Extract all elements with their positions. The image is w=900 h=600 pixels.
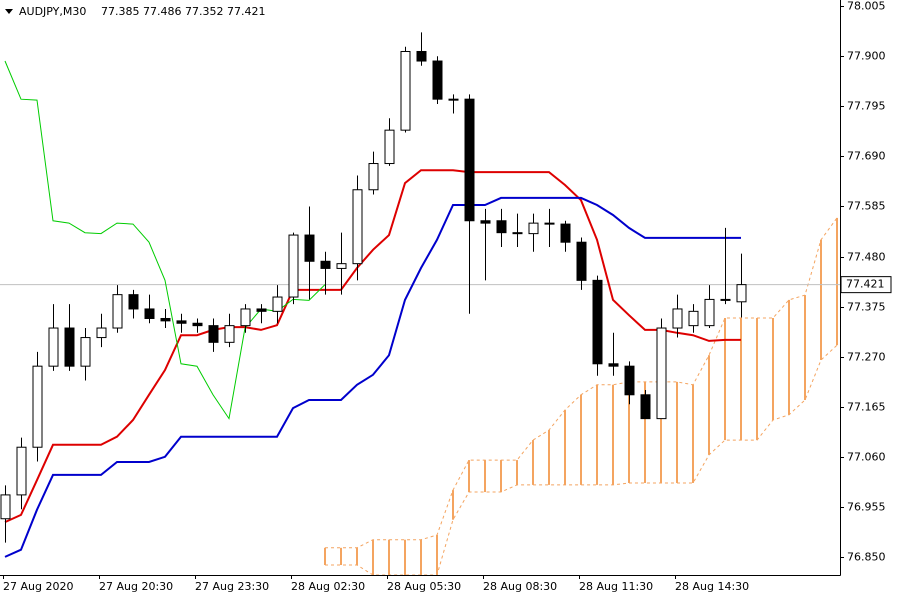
cloud-edge	[325, 344, 838, 575]
y-tick-label: 77.585	[847, 200, 886, 213]
candle-body	[48, 327, 59, 367]
candle-body	[240, 308, 251, 327]
x-tick-label: 28 Aug 02:30	[291, 580, 365, 593]
candle-body	[480, 220, 491, 224]
candle-body	[192, 322, 203, 327]
candle-body	[448, 98, 459, 101]
x-tick-label: 27 Aug 23:30	[195, 580, 269, 593]
candle-body	[96, 327, 107, 339]
y-tick-label: 78.005	[847, 0, 886, 13]
y-tick-label: 77.165	[847, 401, 886, 414]
candle-body	[384, 129, 395, 165]
ohlc-low: 77.352	[185, 5, 224, 18]
indicator-line	[4, 60, 326, 420]
candle-body	[496, 220, 507, 234]
candle-body	[672, 308, 683, 329]
candle-body	[256, 308, 267, 312]
candle-body	[624, 365, 635, 396]
x-tick-label: 27 Aug 2020	[3, 580, 73, 593]
symbol: AUDJPY,M30	[19, 5, 86, 18]
candle-body	[720, 298, 731, 301]
candle-body	[432, 60, 443, 100]
x-tick-label: 28 Aug 05:30	[387, 580, 461, 593]
candle-body	[560, 223, 571, 243]
candle-body	[464, 98, 475, 222]
candle-body	[32, 365, 43, 448]
y-tick-label: 77.690	[847, 150, 886, 163]
candle-body	[160, 317, 171, 322]
x-tick-label: 28 Aug 11:30	[579, 580, 653, 593]
y-tick-label: 77.480	[847, 251, 886, 264]
x-tick-label: 28 Aug 08:30	[483, 580, 557, 593]
candle-body	[688, 310, 699, 327]
y-tick-label: 77.795	[847, 100, 886, 113]
candle-body	[80, 337, 91, 367]
candle-body	[400, 50, 411, 131]
candle-body	[592, 279, 603, 365]
candle-body	[656, 327, 667, 420]
y-tick-label: 77.900	[847, 50, 886, 63]
y-tick-label: 76.850	[847, 551, 886, 564]
candle-body	[16, 446, 27, 496]
x-tick-label: 27 Aug 20:30	[99, 580, 173, 593]
price-label: 77.421	[846, 278, 885, 291]
candle-body	[368, 163, 379, 191]
candle-body	[224, 325, 235, 343]
candle-body	[528, 222, 539, 235]
y-tick-label: 77.060	[847, 451, 886, 464]
price-label-box	[840, 276, 892, 294]
menu-arrow	[5, 9, 13, 14]
candle-body	[576, 241, 587, 281]
candle-body	[416, 50, 427, 62]
plot-area	[0, 32, 840, 575]
y-tick-label: 76.955	[847, 501, 886, 514]
candle-body	[64, 327, 75, 367]
candle-body	[288, 234, 299, 298]
candle-body	[0, 494, 11, 520]
candle-body	[544, 222, 555, 225]
candle-body	[640, 394, 651, 420]
y-tick-label: 77.375	[847, 301, 886, 314]
candle-body	[512, 232, 523, 235]
candle-body	[736, 284, 747, 303]
y-tick-label: 77.270	[847, 351, 886, 364]
indicator-line	[4, 169, 741, 524]
candle-body	[304, 234, 315, 262]
candle-body	[176, 320, 187, 324]
candle-body	[128, 294, 139, 310]
candle-body	[208, 325, 219, 343]
header: AUDJPY,M30 77.385 77.486 77.352 77.421	[5, 5, 266, 18]
ohlc-high: 77.486	[143, 5, 182, 18]
candle-body	[112, 294, 123, 329]
x-tick-label: 28 Aug 14:30	[675, 580, 749, 593]
cloud-edge	[325, 217, 838, 549]
candle-body	[352, 189, 363, 265]
candle-body	[608, 363, 619, 367]
candle-body	[144, 308, 155, 319]
ohlc-close: 77.421	[227, 5, 266, 18]
candle-body	[704, 298, 715, 327]
candle-body	[336, 263, 347, 269]
indicator-line	[4, 196, 741, 558]
candle-body	[272, 296, 283, 312]
candle-body	[320, 260, 331, 269]
ohlc-open: 77.385	[101, 5, 140, 18]
